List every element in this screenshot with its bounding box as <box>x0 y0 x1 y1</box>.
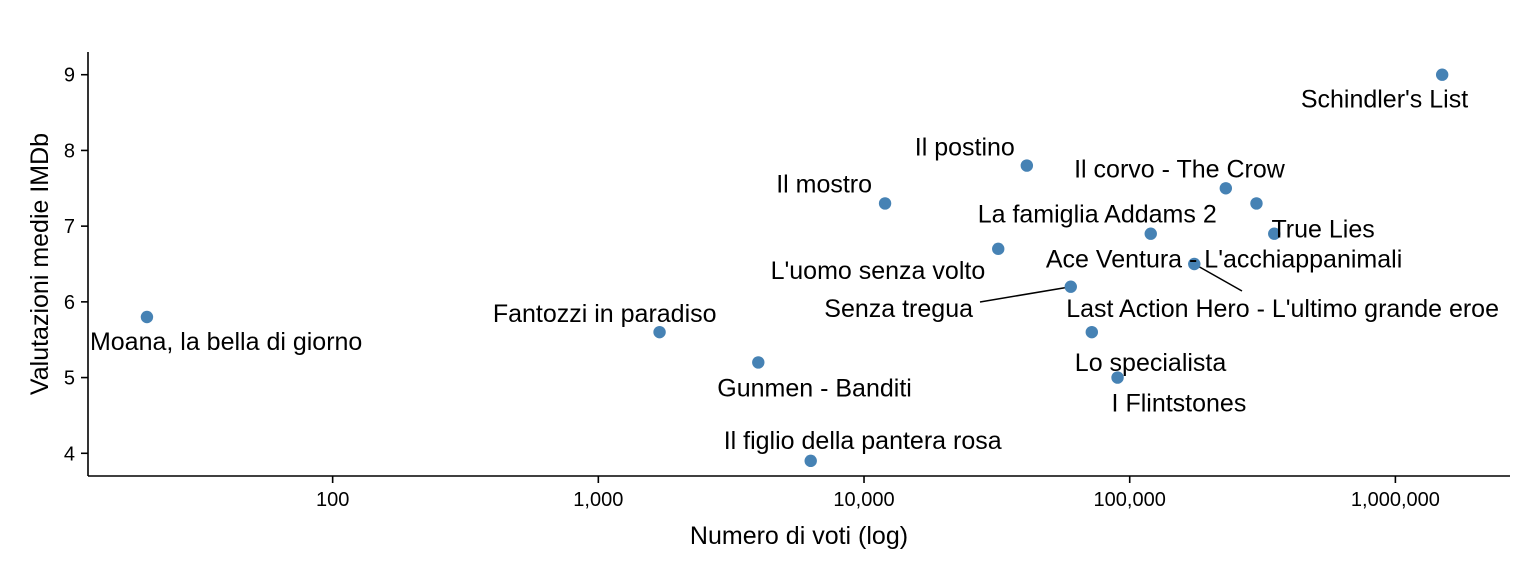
data-points <box>140 68 1449 468</box>
data-point <box>1268 227 1281 240</box>
point-label: La famiglia Addams 2 <box>978 201 1217 229</box>
y-tick-label: 4 <box>64 443 75 465</box>
point-label: Moana, la bella di giorno <box>90 328 362 356</box>
data-point <box>1111 371 1124 384</box>
y-tick-label: 6 <box>64 292 75 314</box>
point-label: True Lies <box>1271 215 1374 243</box>
x-tick-label: 1,000,000 <box>1351 489 1440 511</box>
data-point <box>1085 325 1099 339</box>
data-point <box>1144 227 1157 240</box>
x-tick-label: 100,000 <box>1094 489 1166 511</box>
y-tick-label: 5 <box>64 368 75 390</box>
data-point <box>878 197 892 210</box>
point-label: Il mostro <box>776 170 872 198</box>
point-label: Fantozzi in paradiso <box>493 300 717 328</box>
data-point <box>1435 68 1449 81</box>
point-label: Schindler's List <box>1301 86 1468 114</box>
y-axis-title: Valutazioni medie IMDb <box>26 133 54 395</box>
point-label: Il postino <box>915 134 1015 162</box>
data-point <box>992 242 1005 256</box>
point-label: Gunmen - Banditi <box>717 374 912 402</box>
data-point <box>1219 182 1233 195</box>
x-axis-title: Numero di voti (log) <box>690 522 908 550</box>
x-axis-ticks: 100 1,000 10,000 100,000 1,000,000 <box>316 476 1440 511</box>
y-tick-label: 7 <box>64 216 75 238</box>
point-labels: Moana, la bella di giorno Fantozzi in par… <box>90 86 1499 455</box>
y-tick-label: 9 <box>64 65 75 87</box>
data-point <box>1020 159 1034 172</box>
x-tick-label: 100 <box>316 489 349 511</box>
data-point <box>804 454 817 468</box>
y-axis-ticks: 4 5 6 7 8 9 <box>64 65 88 465</box>
label-leader-lines <box>979 263 1243 303</box>
data-point <box>140 310 154 324</box>
point-label: Lo specialista <box>1075 349 1227 377</box>
point-label: Ace Ventura - L'acchiappanimali <box>1046 246 1402 274</box>
label-leader-line <box>1193 263 1243 292</box>
point-label: Il figlio della pantera rosa <box>724 427 1002 455</box>
x-tick-label: 1,000 <box>573 489 623 511</box>
y-tick-label: 8 <box>64 140 75 162</box>
data-point <box>1188 257 1201 271</box>
point-label: Senza tregua <box>824 295 973 323</box>
point-label: I Flintstones <box>1112 390 1247 418</box>
x-tick-label: 10,000 <box>833 489 894 511</box>
point-label: Last Action Hero - L'ultimo grande eroe <box>1066 295 1499 323</box>
data-point <box>653 325 666 339</box>
data-point <box>1064 280 1077 293</box>
point-label: L'uomo senza volto <box>771 257 986 285</box>
axes: 100 1,000 10,000 100,000 1,000,000 4 5 6 7 8 9 <box>64 52 1510 511</box>
point-label: Il corvo - The Crow <box>1074 155 1286 183</box>
label-leader-line <box>979 285 1071 303</box>
data-point <box>1250 197 1263 210</box>
data-point <box>752 356 765 369</box>
